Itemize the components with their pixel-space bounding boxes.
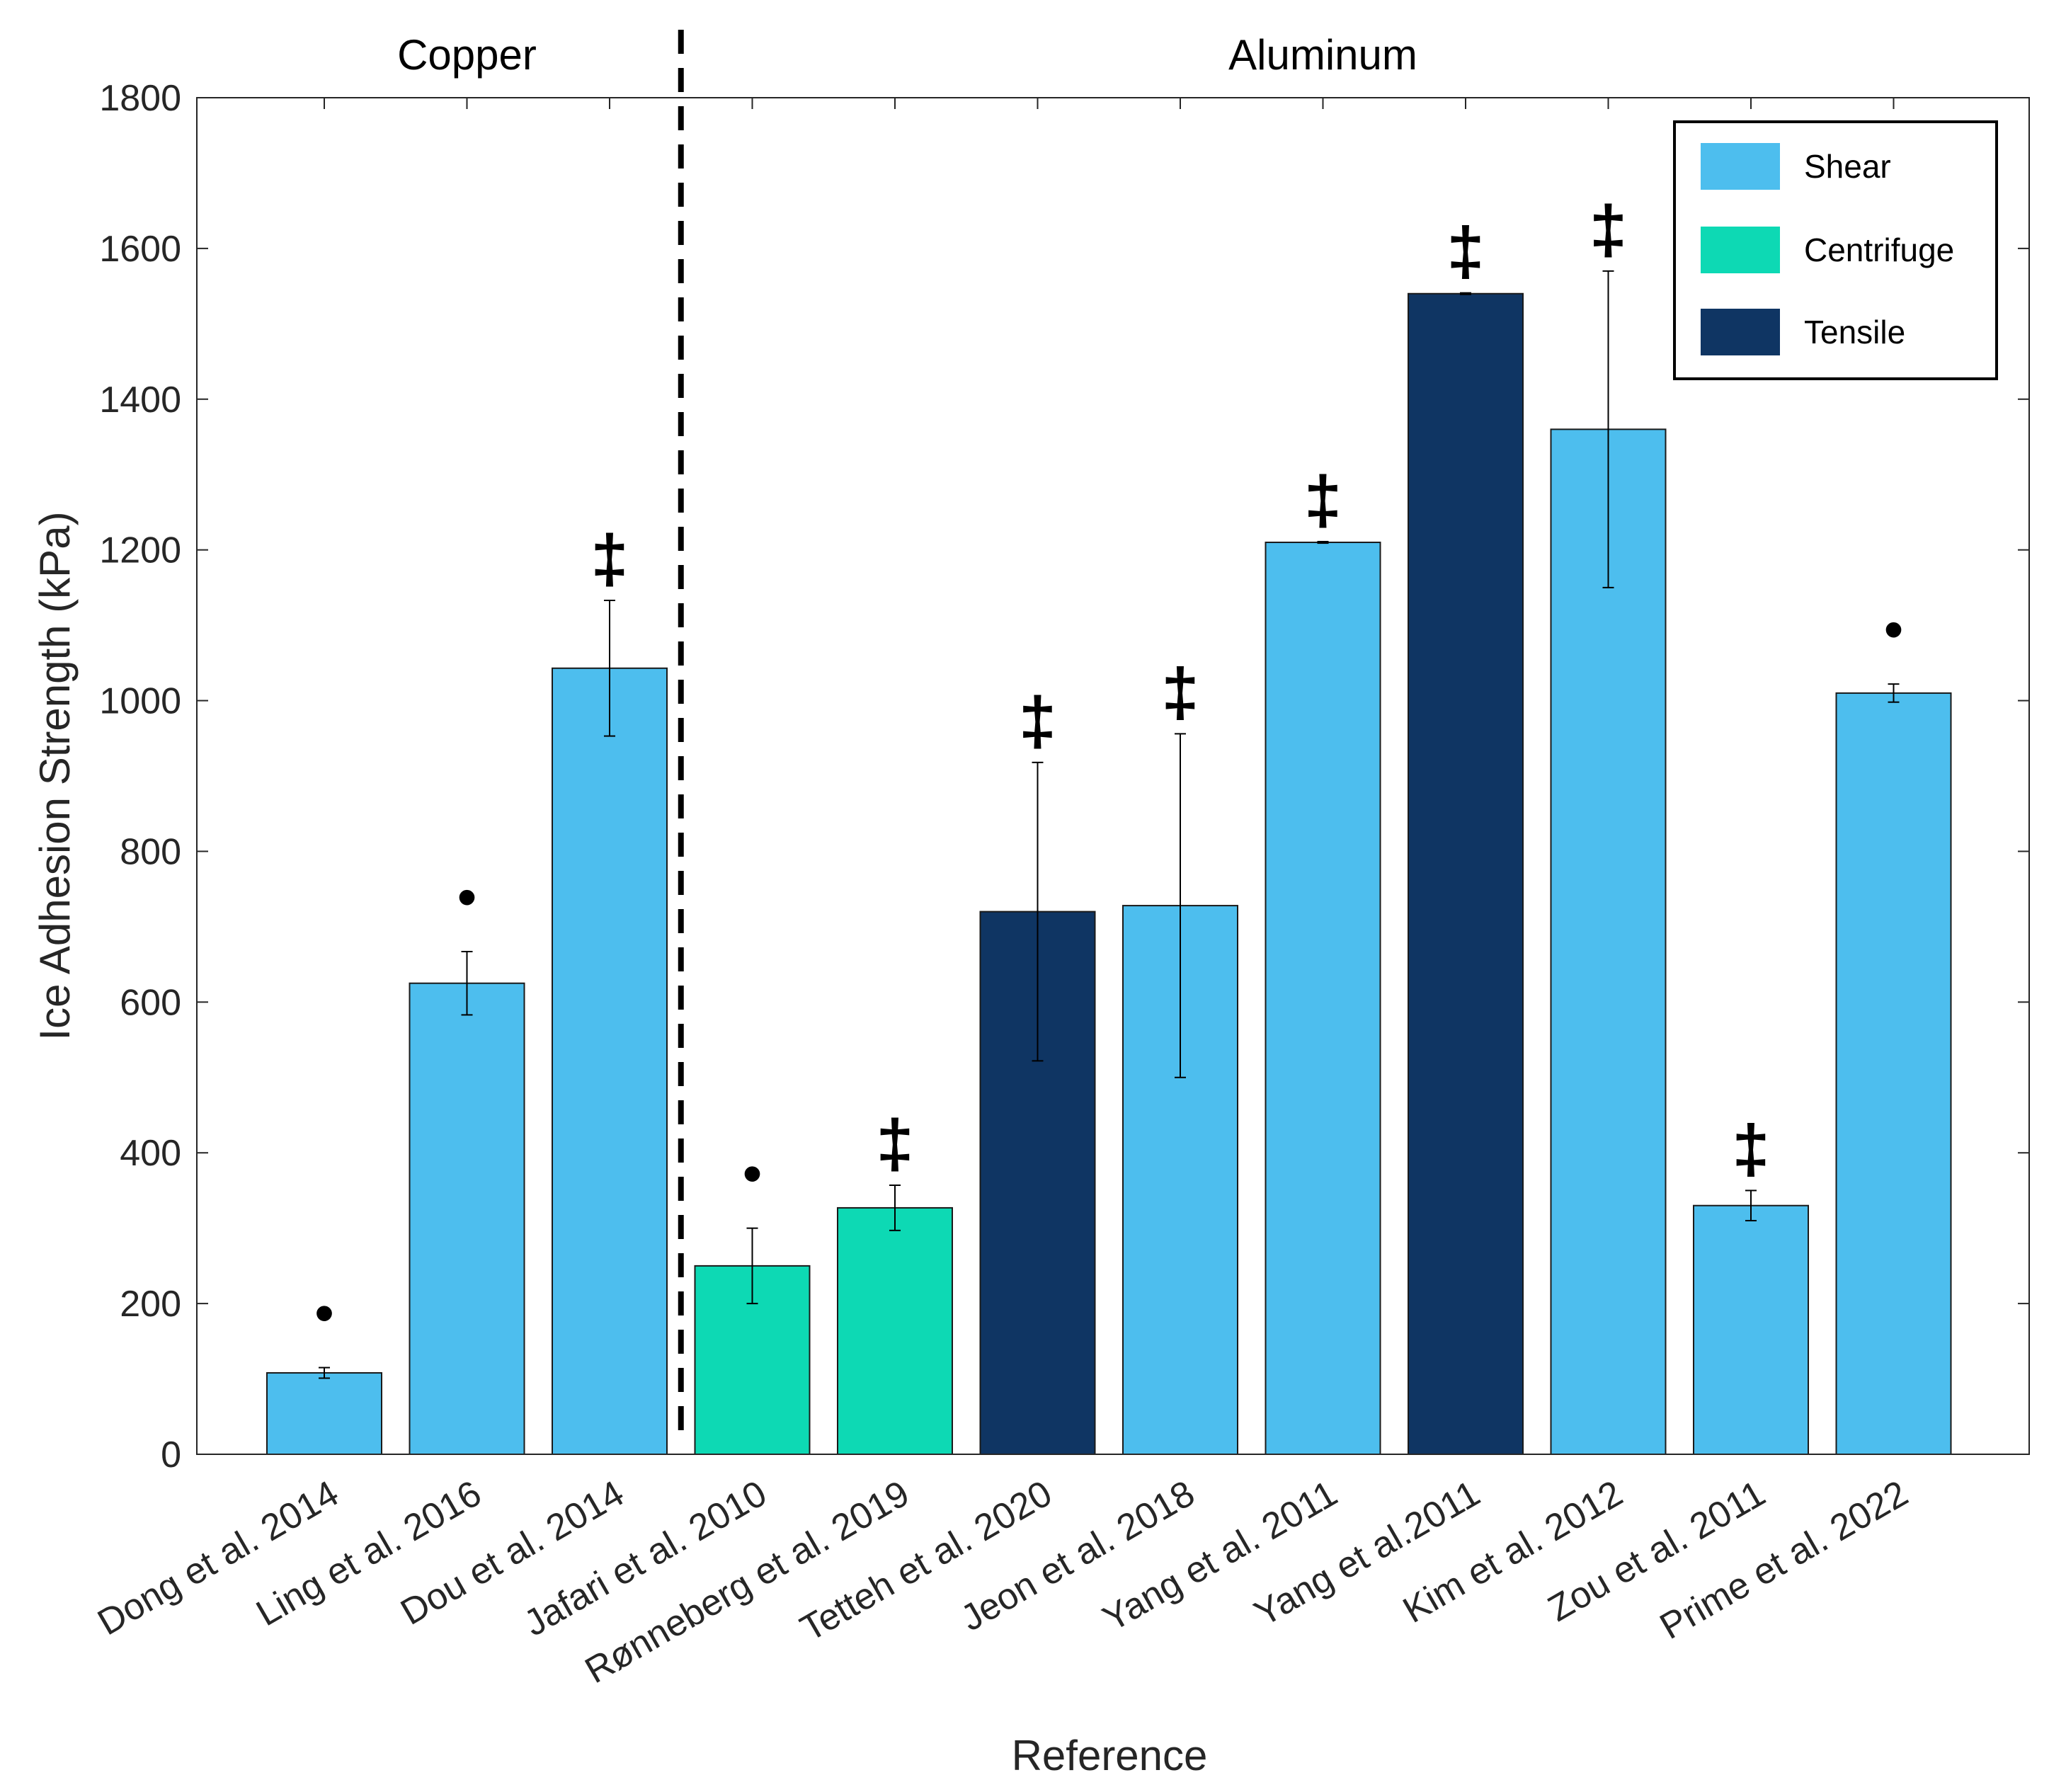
dagger-marker-5: ‡ <box>1019 683 1056 759</box>
error-bars-layer <box>319 270 1900 1379</box>
dagger-marker-4: ‡ <box>876 1106 913 1182</box>
dot-marker-0: • <box>314 1282 334 1345</box>
legend-swatch-shear <box>1701 143 1780 190</box>
legend-swatch-tensile <box>1701 309 1780 355</box>
legend-label-tensile: Tensile <box>1804 314 1905 350</box>
bar-2 <box>552 667 668 1455</box>
dagger-marker-6: ‡ <box>1161 654 1199 730</box>
dagger-marker-9: ‡ <box>1589 192 1627 268</box>
bar-8 <box>1408 292 1524 1455</box>
y-tick-label-1400: 1400 <box>99 379 181 421</box>
y-tick-label-0: 0 <box>161 1434 181 1476</box>
bar-1 <box>409 982 525 1455</box>
markers-layer: • • ‡ • ‡ ‡ ‡ ‡ ‡ ‡ ‡ • <box>314 192 1904 1345</box>
dot-marker-1: • <box>457 865 476 928</box>
bar-9 <box>1550 428 1667 1455</box>
y-tick-label-200: 200 <box>120 1284 181 1325</box>
bar-11 <box>1835 692 1952 1455</box>
y-tick-label-400: 400 <box>120 1133 181 1174</box>
dagger-marker-2: ‡ <box>590 521 628 597</box>
plot-area-frame <box>196 97 2030 1455</box>
dagger-marker-8: ‡ <box>1446 214 1484 290</box>
group-label-aluminum: Aluminum <box>1228 31 1417 79</box>
dagger-marker-10: ‡ <box>1732 1111 1769 1187</box>
y-tick-label-1000: 1000 <box>99 681 181 722</box>
y-tick-label-800: 800 <box>120 831 181 872</box>
legend-swatch-centrifuge <box>1701 227 1780 273</box>
y-tick-label-1800: 1800 <box>99 78 181 119</box>
bars-layer <box>266 292 1952 1456</box>
bar-10 <box>1693 1204 1809 1455</box>
y-tick-label-1600: 1600 <box>99 229 181 270</box>
group-label-copper: Copper <box>397 31 537 79</box>
legend: Shear Centrifuge Tensile <box>1673 120 1998 380</box>
bar-4 <box>837 1206 953 1455</box>
dagger-marker-7: ‡ <box>1304 462 1342 538</box>
y-tick-label-600: 600 <box>120 982 181 1023</box>
bar-0 <box>266 1372 382 1456</box>
legend-label-centrifuge: Centrifuge <box>1804 232 1954 268</box>
y-axis-label: Ice Adhesion Strength (kPa) <box>31 511 79 1040</box>
y-tick-label-1200: 1200 <box>99 530 181 571</box>
dot-marker-11: • <box>1883 598 1903 661</box>
bar-7 <box>1265 542 1381 1455</box>
legend-label-shear: Shear <box>1804 148 1891 185</box>
x-axis-label: Reference <box>1012 1732 1208 1779</box>
dot-marker-3: • <box>742 1142 762 1205</box>
